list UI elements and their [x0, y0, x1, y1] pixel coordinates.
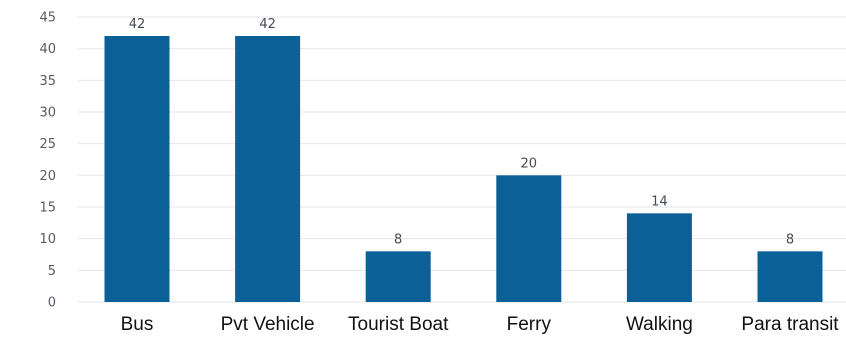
- y-tick-label: 20: [39, 169, 56, 184]
- bar-bus: [104, 36, 170, 302]
- category-label: Walking: [626, 314, 693, 335]
- data-labels: 42 42 8 20 14 8: [129, 17, 794, 247]
- y-axis-ticks: 0 5 10 15 20 25 30 35 40 45: [39, 11, 56, 311]
- category-label: Tourist Boat: [348, 314, 449, 335]
- category-label: Bus: [121, 314, 154, 335]
- category-label: Para transit: [741, 314, 839, 335]
- y-tick-label: 0: [48, 296, 56, 311]
- y-tick-label: 10: [39, 232, 56, 247]
- bar-walking: [626, 213, 692, 302]
- y-tick-label: 30: [39, 106, 56, 121]
- y-tick-label: 5: [48, 264, 56, 279]
- data-label: 8: [786, 232, 794, 247]
- bar-ferry: [496, 175, 562, 302]
- bars: [104, 36, 823, 302]
- bar-tourist-boat: [365, 251, 431, 302]
- category-labels: Bus Pvt Vehicle Tourist Boat Ferry Walking Pa…: [121, 314, 840, 335]
- data-label: 8: [394, 232, 402, 247]
- category-label: Ferry: [507, 314, 552, 335]
- data-label: 42: [259, 17, 276, 32]
- y-tick-label: 45: [39, 11, 56, 26]
- y-tick-label: 15: [39, 201, 56, 216]
- data-label: 20: [521, 156, 538, 171]
- data-label: 14: [651, 194, 668, 209]
- y-tick-label: 25: [39, 137, 56, 152]
- bar-pvt-vehicle: [235, 36, 301, 302]
- y-tick-label: 40: [39, 42, 56, 57]
- gridlines: [78, 16, 846, 303]
- bar-para-transit: [757, 251, 823, 302]
- category-label: Pvt Vehicle: [221, 314, 315, 335]
- data-label: 42: [129, 17, 146, 32]
- y-tick-label: 35: [39, 74, 56, 89]
